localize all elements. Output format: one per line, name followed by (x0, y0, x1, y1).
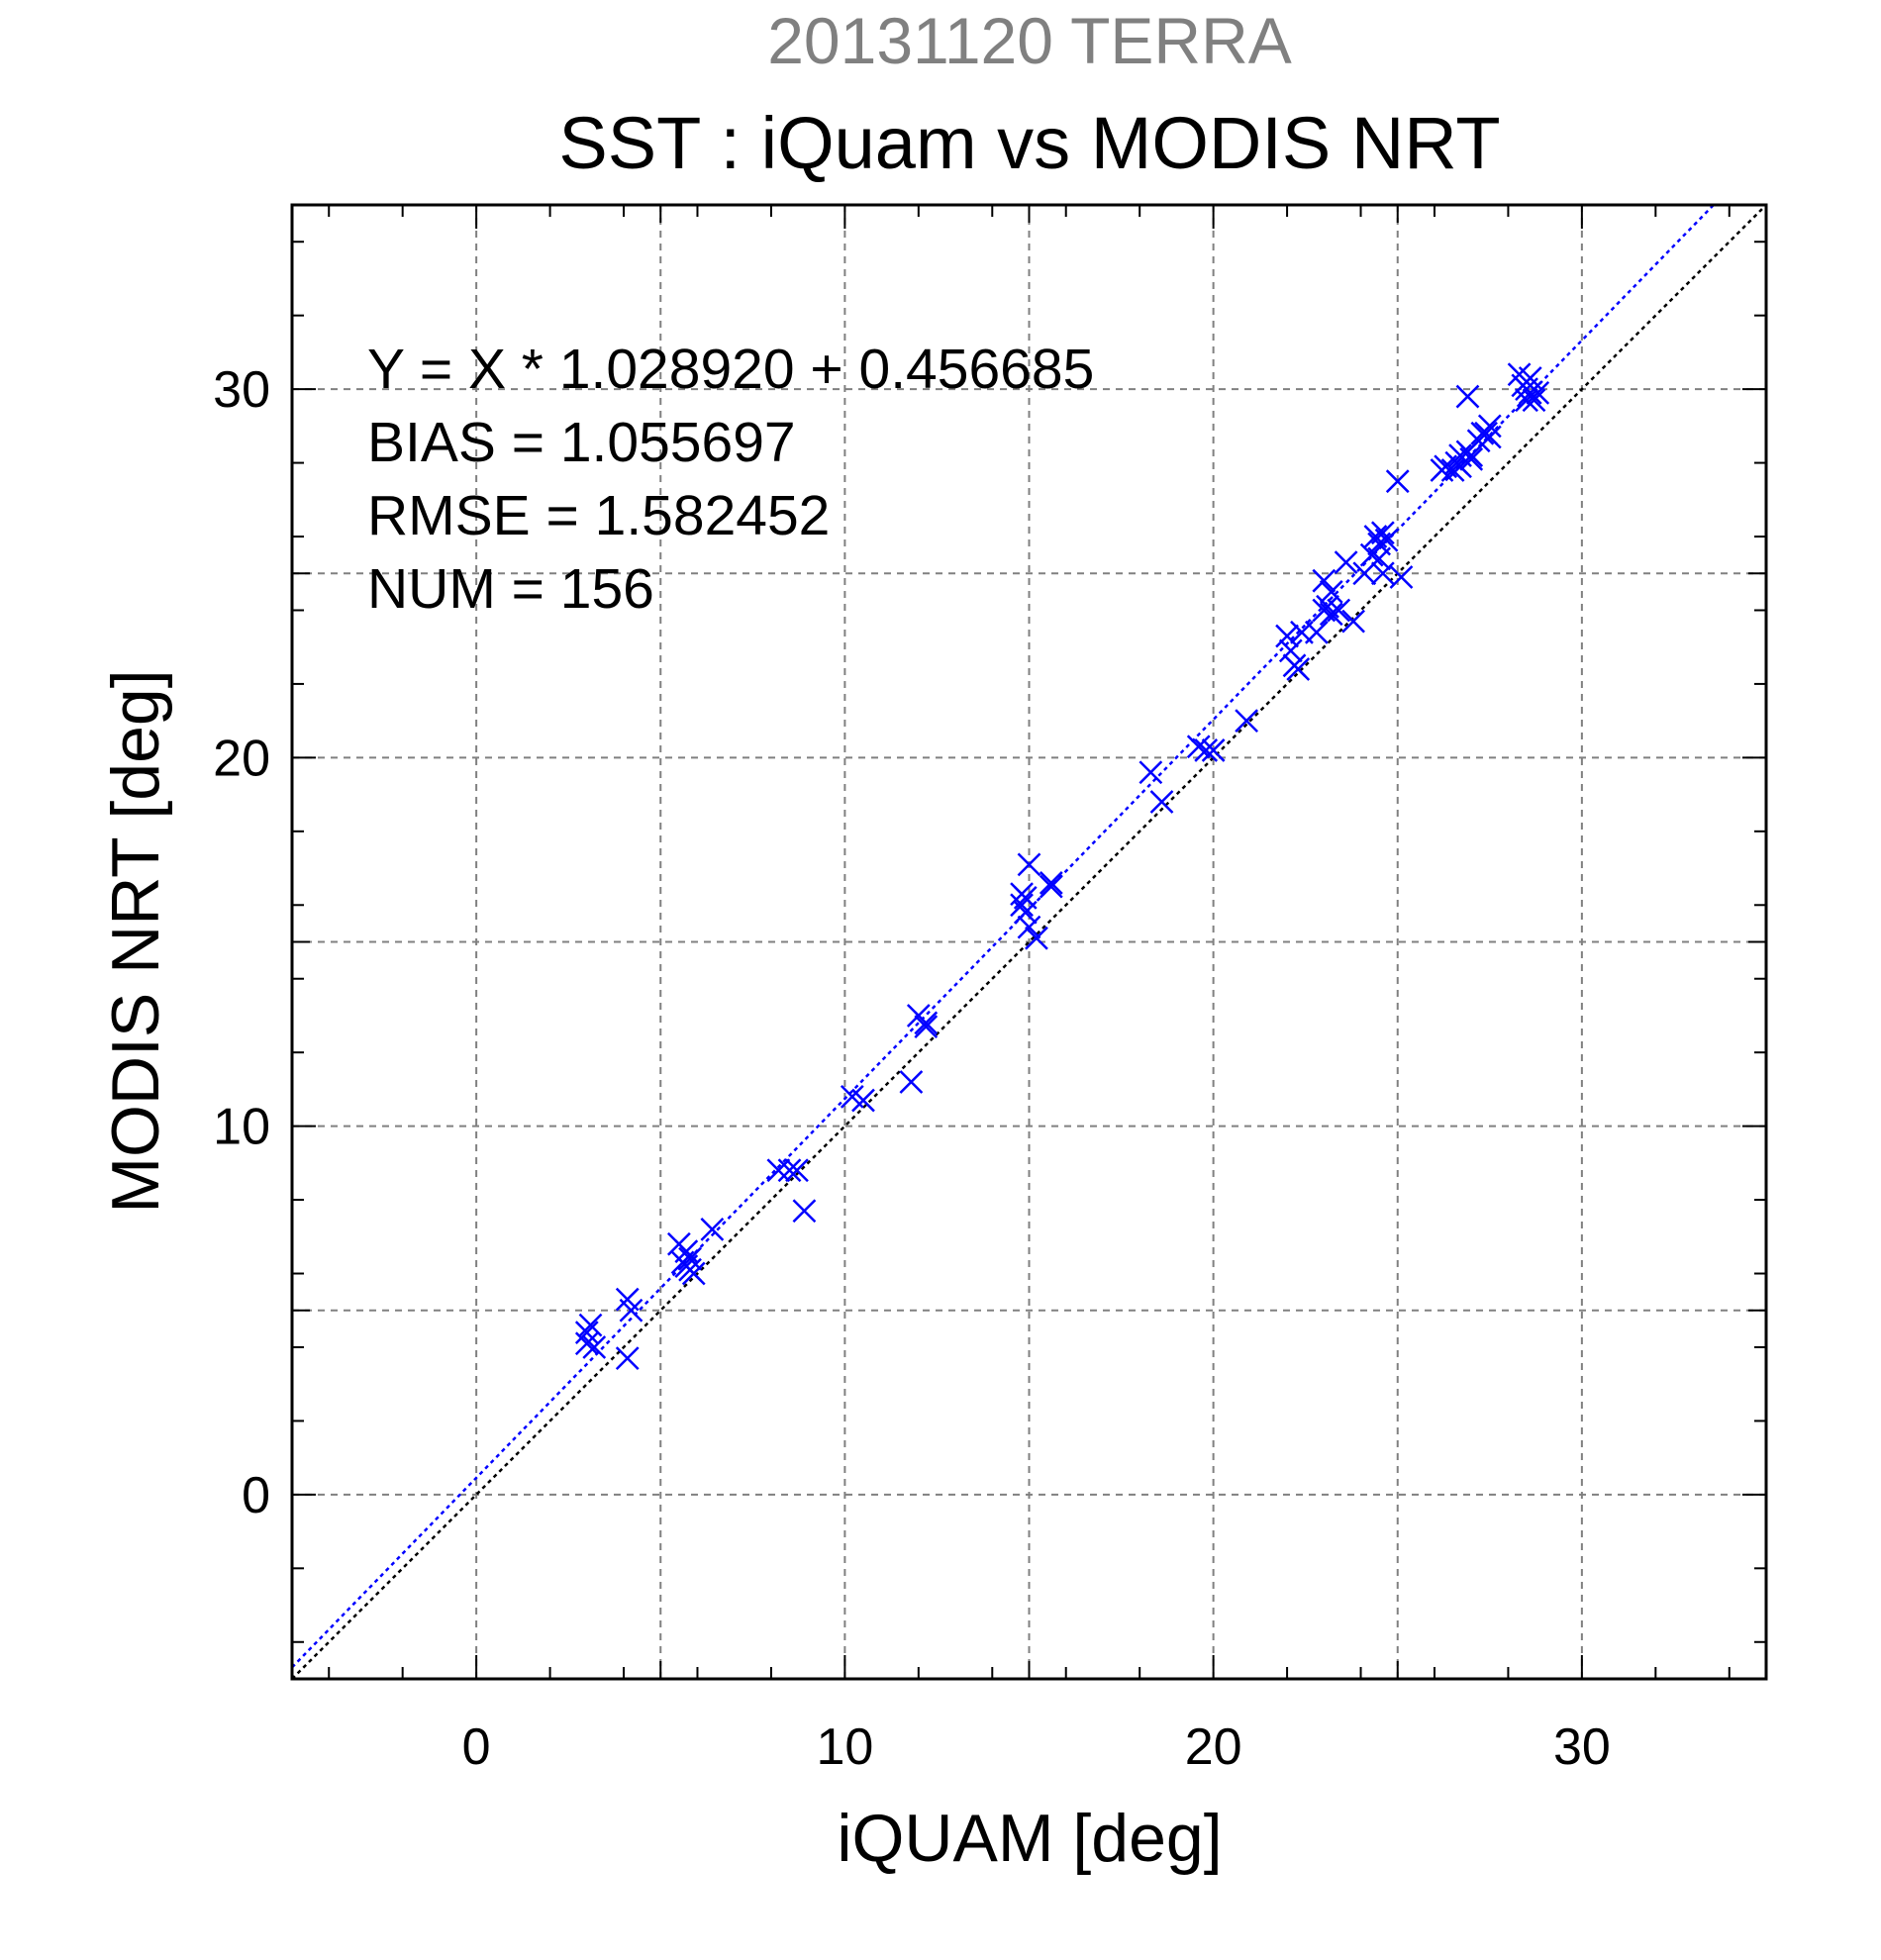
data-point (578, 1313, 603, 1337)
data-point (1518, 380, 1542, 405)
data-point (766, 1158, 791, 1183)
data-point (1367, 546, 1392, 571)
data-point (1334, 550, 1358, 574)
data-point (1370, 561, 1395, 586)
data-point (1440, 458, 1465, 482)
data-point (1477, 414, 1502, 439)
data-point (1455, 384, 1480, 409)
data-point (1370, 521, 1395, 545)
data-points (574, 362, 1550, 1371)
data-point (1201, 738, 1226, 762)
data-point (678, 1246, 702, 1271)
data-point (1477, 425, 1502, 449)
y-tick-label: 0 (242, 1467, 270, 1524)
data-point (914, 1015, 939, 1039)
data-point (1039, 871, 1063, 895)
data-point (1149, 790, 1174, 814)
data-point (1459, 443, 1484, 468)
data-point (1025, 926, 1048, 950)
data-point (1010, 893, 1034, 918)
annotation-fit-equation: Y = X * 1.028920 + 0.456685 (367, 338, 1094, 401)
data-point (1286, 657, 1311, 681)
data-point (899, 1070, 924, 1094)
x-tick-label: 20 (1185, 1718, 1242, 1776)
data-point (785, 1158, 809, 1183)
data-point (1138, 760, 1163, 785)
data-point (574, 1321, 599, 1344)
y-axis-label: MODIS NRT [deg] (98, 669, 173, 1213)
data-point (1275, 624, 1299, 648)
data-point (851, 1088, 875, 1113)
chart-title: SST : iQuam vs MODIS NRT (558, 102, 1500, 184)
data-point (1515, 388, 1538, 413)
x-tick-label: 0 (462, 1718, 491, 1776)
annotation-bias: BIAS = 1.055697 (367, 411, 796, 474)
data-point (1013, 900, 1038, 925)
y-tick-label: 10 (213, 1099, 270, 1156)
tick-labels: 0 10 20 30 0 10 20 30 (213, 361, 1611, 1776)
one-to-one-line (291, 204, 1767, 1680)
data-point (1304, 620, 1329, 644)
x-tick-label: 10 (816, 1718, 873, 1776)
data-point (1039, 874, 1063, 899)
data-point (1526, 380, 1550, 405)
data-point (1374, 528, 1399, 552)
x-axis-label: iQUAM [deg] (837, 1801, 1222, 1876)
data-point (777, 1158, 802, 1183)
data-point (1459, 446, 1484, 471)
data-point (792, 1199, 817, 1224)
plot-area (290, 203, 1768, 1681)
data-point (1319, 602, 1343, 627)
x-tick-label: 30 (1553, 1718, 1611, 1776)
stats-annotation: Y = X * 1.028920 + 0.456685 BIAS = 1.055… (367, 338, 1094, 621)
data-point (1235, 709, 1259, 734)
data-point (1194, 738, 1219, 762)
data-point (582, 1335, 607, 1359)
data-point (914, 1011, 939, 1035)
data-point (1312, 568, 1336, 593)
data-point (1186, 735, 1211, 759)
data-point (1319, 579, 1343, 604)
chart-supertitle: 20131120 TERRA (767, 4, 1292, 77)
reference-lines (291, 204, 1767, 1680)
annotation-num: NUM = 156 (367, 557, 654, 621)
data-point (615, 1346, 640, 1371)
y-tick-label: 20 (213, 730, 270, 787)
plot-frame (290, 203, 1768, 1681)
data-point (1017, 915, 1041, 939)
data-point (1389, 565, 1414, 589)
data-point (700, 1217, 725, 1241)
data-point (574, 1331, 599, 1356)
data-point (1278, 638, 1303, 663)
data-point (619, 1298, 644, 1323)
data-point (1385, 469, 1410, 494)
data-point (1522, 388, 1546, 413)
y-tick-label: 30 (213, 361, 270, 419)
data-point (674, 1254, 699, 1278)
data-point (1341, 609, 1365, 634)
data-point (1017, 852, 1041, 877)
annotation-rmse: RMSE = 1.582452 (367, 484, 830, 547)
data-point (1327, 598, 1351, 623)
